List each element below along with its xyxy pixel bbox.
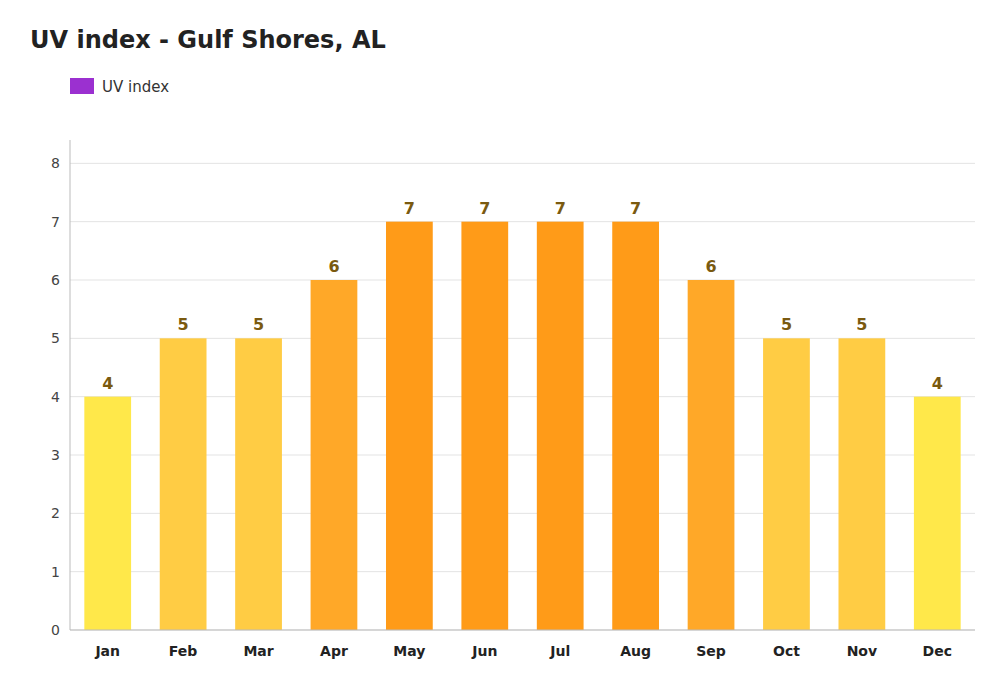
data-label: 7 [555,199,566,218]
data-label: 7 [404,199,415,218]
chart-title: UV index - Gulf Shores, AL [30,26,386,54]
bar [461,222,508,630]
legend-label: UV index [102,78,169,96]
x-tick-label: Jun [471,643,497,659]
x-tick-label: Jul [549,643,570,659]
bar [612,222,659,630]
data-label: 6 [328,257,339,276]
bar [386,222,433,630]
x-tick-label: Sep [696,643,726,659]
y-tick-label: 3 [51,447,60,463]
grid-line [70,163,975,164]
bar [160,338,207,630]
x-tick-label: Dec [923,643,952,659]
bar [311,280,358,630]
y-tick-label: 0 [51,622,60,638]
legend-swatch [70,78,94,94]
data-label: 5 [781,315,792,334]
x-tick-label: Apr [320,643,348,659]
x-tick-label: Nov [847,643,877,659]
y-tick-label: 5 [51,330,60,346]
data-label: 5 [178,315,189,334]
x-axis-line [70,630,975,631]
x-tick-label: Aug [620,643,651,659]
bar [763,338,810,630]
bar [537,222,584,630]
data-labels: 4 5 5 6 7 7 7 7 6 5 5 4 [102,199,943,393]
x-tick-label: Feb [169,643,198,659]
data-label: 6 [705,257,716,276]
x-tick-label: May [393,643,425,659]
bar [914,397,961,630]
bar [838,338,885,630]
bars [84,222,960,630]
x-tick-label: Oct [773,643,800,659]
chart-svg: UV index - Gulf Shores, AL UV index 0 1 2 3 4 5… [0,0,1000,700]
data-label: 7 [479,199,490,218]
y-tick-label: 7 [51,214,60,230]
grid-line [70,280,975,281]
chart-container: UV index - Gulf Shores, AL UV index 0 1 2 3 4 5… [0,0,1000,700]
x-tick-label: Jan [94,643,120,659]
bar [688,280,735,630]
data-label: 5 [856,315,867,334]
y-tick-label: 6 [51,272,60,288]
grid-line [70,221,975,222]
legend: UV index [70,78,169,96]
grid [70,163,975,630]
data-label: 5 [253,315,264,334]
data-label: 7 [630,199,641,218]
data-label: 4 [102,374,113,393]
bar [84,397,131,630]
bar [235,338,282,630]
data-label: 4 [932,374,943,393]
grid-line [70,630,975,631]
y-axis-line [70,140,71,630]
y-tick-label: 1 [51,564,60,580]
y-tick-label: 4 [51,389,60,405]
y-tick-label: 2 [51,505,60,521]
y-tick-label: 8 [51,155,60,171]
x-tick-label: Mar [243,643,273,659]
